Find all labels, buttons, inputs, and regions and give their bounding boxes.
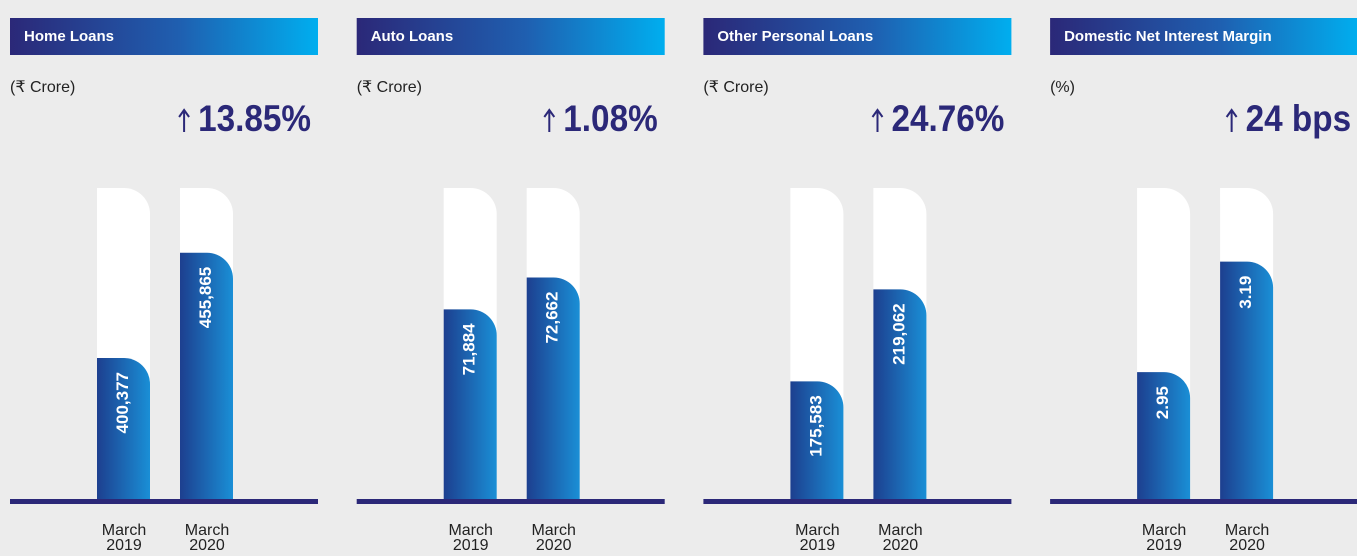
value-label: 455,865 bbox=[196, 267, 215, 328]
category-label: March 2020 bbox=[1224, 522, 1270, 554]
bar bbox=[443, 309, 497, 501]
bar bbox=[790, 381, 844, 501]
change-value: 24 bps bbox=[1246, 98, 1351, 139]
category-label: March 2019 bbox=[448, 522, 493, 554]
unit-label: (₹ Crore) bbox=[703, 79, 768, 96]
header-bar bbox=[10, 18, 318, 55]
panel-title: Auto Loans bbox=[371, 28, 454, 45]
value-label: 400,377 bbox=[113, 372, 132, 433]
baseline bbox=[1050, 499, 1357, 504]
bar bbox=[1220, 261, 1274, 501]
panel-title: Home Loans bbox=[24, 28, 114, 45]
up-arrow bbox=[178, 108, 190, 132]
up-arrow bbox=[543, 108, 556, 132]
unit-label: (₹ Crore) bbox=[10, 79, 75, 96]
header-bar bbox=[356, 18, 665, 55]
value-label: 72,662 bbox=[543, 292, 562, 344]
bar bbox=[873, 289, 927, 501]
bar bbox=[1137, 372, 1191, 501]
bar bbox=[97, 358, 150, 501]
value-label: 71,884 bbox=[460, 323, 479, 376]
category-label: March 2019 bbox=[795, 522, 840, 554]
value-label: 175,583 bbox=[806, 395, 825, 456]
up-arrow bbox=[871, 108, 884, 132]
change-value: 1.08% bbox=[563, 98, 657, 139]
header-bar bbox=[703, 18, 1012, 55]
category-label: March 2020 bbox=[878, 522, 923, 554]
baseline bbox=[10, 499, 318, 504]
unit-label: (%) bbox=[1050, 79, 1075, 96]
change-value: 24.76% bbox=[891, 98, 1004, 139]
panel-title: Domestic Net Interest Margin bbox=[1064, 28, 1272, 45]
category-label: March 2019 bbox=[1141, 522, 1187, 554]
value-label: 2.95 bbox=[1153, 386, 1172, 419]
category-label: March 2020 bbox=[531, 522, 576, 554]
change-value: 13.85% bbox=[198, 98, 311, 139]
up-arrow bbox=[1225, 108, 1238, 132]
value-label: 3.19 bbox=[1236, 276, 1255, 309]
baseline bbox=[703, 499, 1012, 504]
category-label: March 2020 bbox=[184, 522, 230, 554]
panel-title: Other Personal Loans bbox=[717, 28, 873, 45]
bar bbox=[180, 252, 234, 501]
value-label: 219,062 bbox=[889, 303, 908, 364]
baseline bbox=[356, 499, 665, 504]
unit-label: (₹ Crore) bbox=[357, 79, 422, 96]
header-bar bbox=[1050, 18, 1357, 55]
category-label: March 2019 bbox=[101, 522, 147, 554]
bar bbox=[526, 277, 580, 501]
